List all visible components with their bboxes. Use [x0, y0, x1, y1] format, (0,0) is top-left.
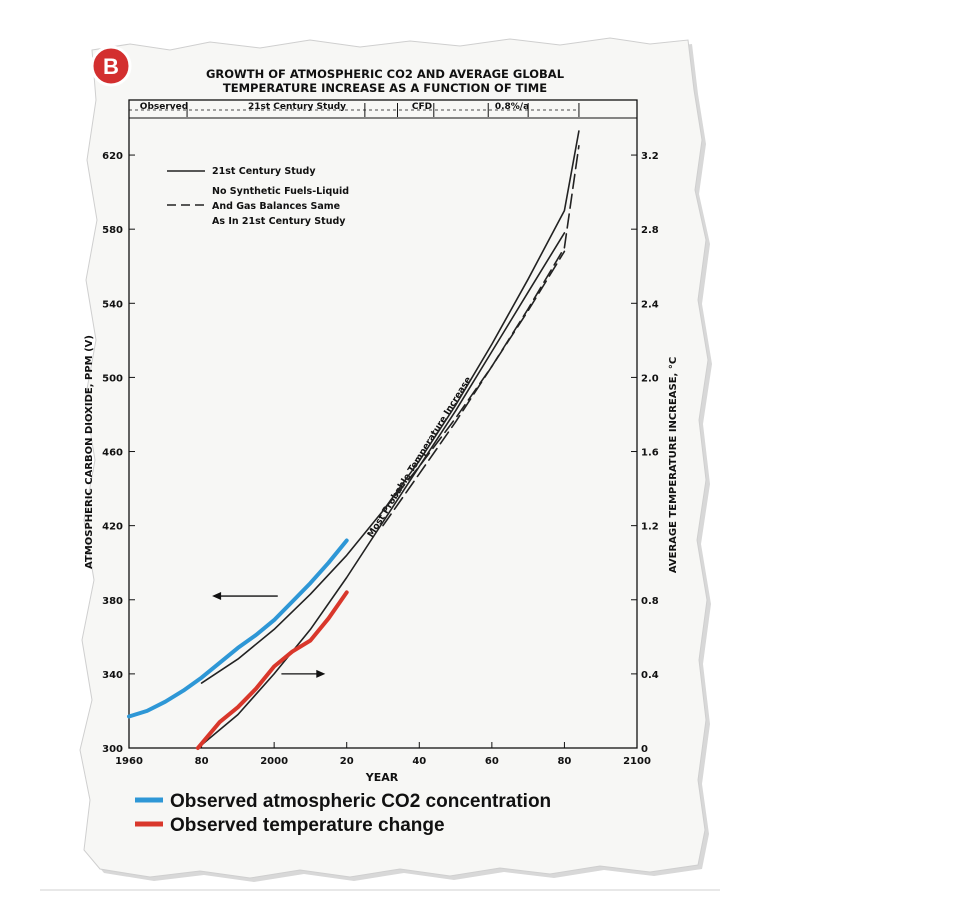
y-right-tick-label: 2.4	[641, 299, 659, 310]
y-right-tick-label: 0.8	[641, 596, 659, 607]
y-right-tick-label: 0.4	[641, 670, 659, 681]
plot-frame	[128, 99, 638, 749]
legend-dashed-label-3: As In 21st Century Study	[212, 216, 346, 227]
period-strip	[129, 103, 580, 117]
legend-dashed-label-2: And Gas Balances Same	[212, 201, 340, 212]
axis-ticks: 1960 80 2000 20 40 60 80 2100 300 340 380 420 460 500…	[102, 151, 659, 767]
legend-co2-label: Observed atmospheric CO2 concentration	[170, 791, 551, 812]
y-right-tick-label: 0	[641, 744, 648, 755]
legend-dashed-label-1: No Synthetic Fuels-Liquid	[212, 186, 349, 197]
y-left-tick-label: 500	[102, 373, 123, 384]
y-right-tick-label: 2.8	[641, 225, 659, 236]
x-tick-label: 40	[412, 756, 426, 767]
y-left-tick-label: 300	[102, 744, 123, 755]
y-right-tick-label: 2.0	[641, 373, 659, 384]
y-left-tick-label: 340	[102, 670, 123, 681]
y-left-tick-label: 580	[102, 225, 123, 236]
badge-label: B	[103, 54, 119, 79]
y-left-tick-label: 460	[102, 448, 123, 459]
x-tick-label: 20	[340, 756, 354, 767]
x-tick-label: 1960	[115, 756, 143, 767]
x-tick-label: 80	[195, 756, 209, 767]
x-tick-label: 2000	[260, 756, 288, 767]
series-line-4	[127, 538, 349, 719]
series-layer	[127, 130, 580, 750]
y-right-tick-label: 1.2	[641, 522, 659, 533]
y-left-tick-label: 380	[102, 596, 123, 607]
legend-solid-label: 21st Century Study	[212, 166, 316, 177]
y-left-tick-label: 620	[102, 151, 123, 162]
arrow-to-left-axis-head	[212, 592, 222, 601]
bottom-legend: Observed atmospheric CO2 concentration O…	[135, 791, 551, 836]
arrow-to-right-axis-head	[316, 669, 326, 678]
legend-temp-label: Observed temperature change	[170, 815, 445, 836]
period-label-growth: 0.8%/a	[495, 102, 529, 112]
period-label-observed: Observed	[140, 102, 188, 112]
y-left-tick-label: 420	[102, 522, 123, 533]
y-left-tick-label: 540	[102, 299, 123, 310]
y-axis-label-left: ATMOSPHERIC CARBON DIOXIDE, PPM (V)	[84, 335, 95, 569]
series-line-3	[382, 250, 566, 527]
x-tick-label: 60	[485, 756, 499, 767]
torn-paper	[79, 37, 709, 879]
x-axis-label: YEAR	[365, 771, 399, 784]
y-right-tick-label: 1.6	[641, 448, 659, 459]
x-tick-label: 80	[557, 756, 571, 767]
chart-title-line-1: GROWTH OF ATMOSPHERIC CO2 AND AVERAGE GL…	[206, 67, 565, 81]
series-line-5	[195, 590, 349, 750]
panel-badge: B	[90, 45, 132, 87]
period-label-cfd: CFD	[412, 102, 432, 112]
series-line-2	[197, 232, 566, 749]
plot-border	[128, 99, 638, 749]
series-line-0	[200, 130, 580, 684]
inner-legend: 21st Century Study No Synthetic Fuels-Li…	[167, 166, 349, 227]
chart-title-line-2: TEMPERATURE INCREASE AS A FUNCTION OF TI…	[223, 81, 547, 95]
period-label-21st-century: 21st Century Study	[248, 102, 346, 112]
arrows-layer	[212, 592, 326, 678]
y-right-tick-label: 3.2	[641, 151, 659, 162]
y-axis-label-right: AVERAGE TEMPERATURE INCREASE, °C	[668, 357, 679, 573]
x-tick-label: 2100	[623, 756, 651, 767]
